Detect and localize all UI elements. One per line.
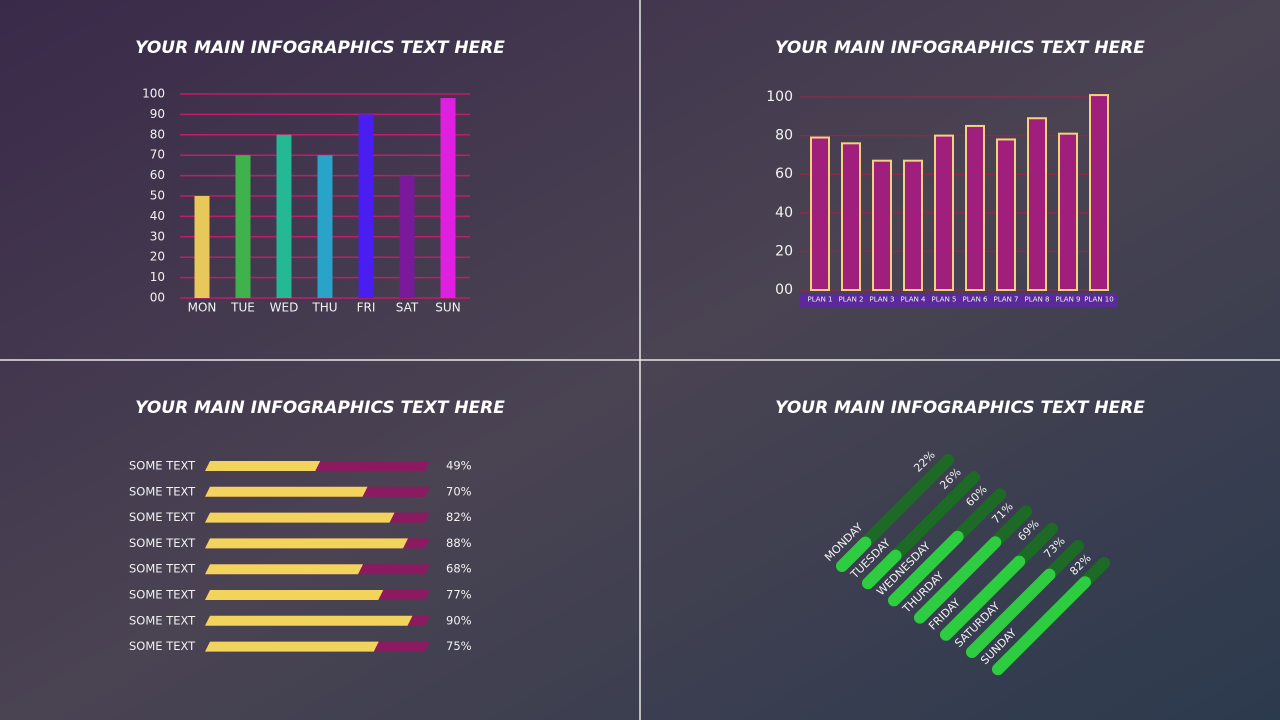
x-tick-label: SUN <box>435 301 460 315</box>
y-tick-label: 40 <box>775 205 793 221</box>
y-tick-label: 80 <box>775 128 793 144</box>
y-tick-label: 30 <box>150 229 165 243</box>
bar <box>996 138 1016 291</box>
bar <box>399 175 415 298</box>
x-tick-label: SAT <box>396 301 419 315</box>
y-tick-label: 00 <box>150 291 165 305</box>
x-tick-label: PLAN 5 <box>932 296 957 304</box>
bar <box>276 134 292 298</box>
progress-bar <box>205 641 379 652</box>
bar <box>934 134 954 291</box>
bar <box>358 114 374 299</box>
progress-bar <box>888 530 964 607</box>
value-label: 82% <box>446 510 472 524</box>
bar <box>1027 117 1047 292</box>
row-label: SOME TEXT <box>129 459 196 473</box>
row-label: SOME TEXT <box>129 484 196 498</box>
x-tick-label: THU <box>311 301 337 315</box>
bar <box>810 136 830 291</box>
bar <box>317 155 333 298</box>
row-label: SOME TEXT <box>129 562 196 576</box>
bar <box>440 98 456 298</box>
x-tick-label: TUE <box>230 301 255 315</box>
progress-bar <box>992 576 1091 676</box>
bar <box>1089 94 1109 291</box>
value-label: 75% <box>446 639 472 653</box>
progress-bar <box>940 555 1026 641</box>
x-tick-label: PLAN 2 <box>839 296 864 304</box>
progress-bar <box>205 590 384 600</box>
row-label: SOME TEXT <box>129 510 196 524</box>
value-label: 90% <box>446 613 472 627</box>
chart-title: YOUR MAIN INFOGRAPHICS TEXT HERE <box>135 38 505 58</box>
x-tick-label: PLAN 6 <box>963 296 989 304</box>
bar <box>1058 132 1078 291</box>
row-label: SOME TEXT <box>129 613 196 627</box>
x-tick-label: PLAN 7 <box>994 296 1019 304</box>
bar <box>841 142 861 291</box>
y-tick-label: 90 <box>150 107 165 121</box>
progress-bar <box>862 549 902 590</box>
bar <box>194 196 210 298</box>
x-tick-label: PLAN 9 <box>1056 296 1081 304</box>
progress-bar <box>836 536 872 572</box>
progress-bar <box>205 615 413 626</box>
value-label: 77% <box>446 588 472 602</box>
y-tick-label: 100 <box>142 87 165 101</box>
chart-title: YOUR MAIN INFOGRAPHICS TEXT HERE <box>775 398 1145 418</box>
bar <box>965 124 985 291</box>
value-label: 68% <box>446 562 472 576</box>
y-tick-label: 20 <box>150 250 165 264</box>
progress-bar <box>914 536 1002 624</box>
progress-bar <box>205 512 395 523</box>
progress-bar <box>205 486 368 497</box>
bar <box>235 155 251 298</box>
y-tick-label: 80 <box>150 127 165 141</box>
progress-bar <box>205 564 363 575</box>
x-tick-label: PLAN 8 <box>1025 296 1050 304</box>
progress-bar <box>205 538 408 549</box>
y-tick-label: 100 <box>766 89 793 105</box>
value-label: 88% <box>446 536 472 550</box>
value-label: 49% <box>446 459 472 473</box>
row-label: SOME TEXT <box>129 639 196 653</box>
x-tick-label: PLAN 1 <box>808 296 833 304</box>
y-tick-label: 50 <box>150 189 165 203</box>
x-tick-label: WED <box>270 301 299 315</box>
y-tick-label: 10 <box>150 270 165 284</box>
category-strip <box>800 293 1118 307</box>
bar <box>903 159 923 291</box>
y-tick-label: 70 <box>150 148 165 162</box>
x-tick-label: FRI <box>357 301 376 315</box>
y-tick-label: 60 <box>775 166 793 182</box>
chart-title: YOUR MAIN INFOGRAPHICS TEXT HERE <box>135 398 505 418</box>
y-tick-label: 60 <box>150 168 165 182</box>
y-tick-label: 20 <box>775 243 793 259</box>
progress-bar <box>205 461 321 471</box>
x-tick-label: PLAN 10 <box>1084 296 1113 304</box>
progress-bar <box>966 568 1056 658</box>
y-tick-label: 00 <box>775 282 793 298</box>
x-tick-label: PLAN 3 <box>870 296 895 304</box>
row-label: SOME TEXT <box>129 536 196 550</box>
chart-title: YOUR MAIN INFOGRAPHICS TEXT HERE <box>775 38 1145 58</box>
x-tick-label: PLAN 4 <box>901 296 927 304</box>
bar <box>872 159 892 291</box>
y-tick-label: 40 <box>150 209 165 223</box>
row-label: SOME TEXT <box>129 588 196 602</box>
x-tick-label: MON <box>188 301 217 315</box>
value-label: 70% <box>446 484 472 498</box>
